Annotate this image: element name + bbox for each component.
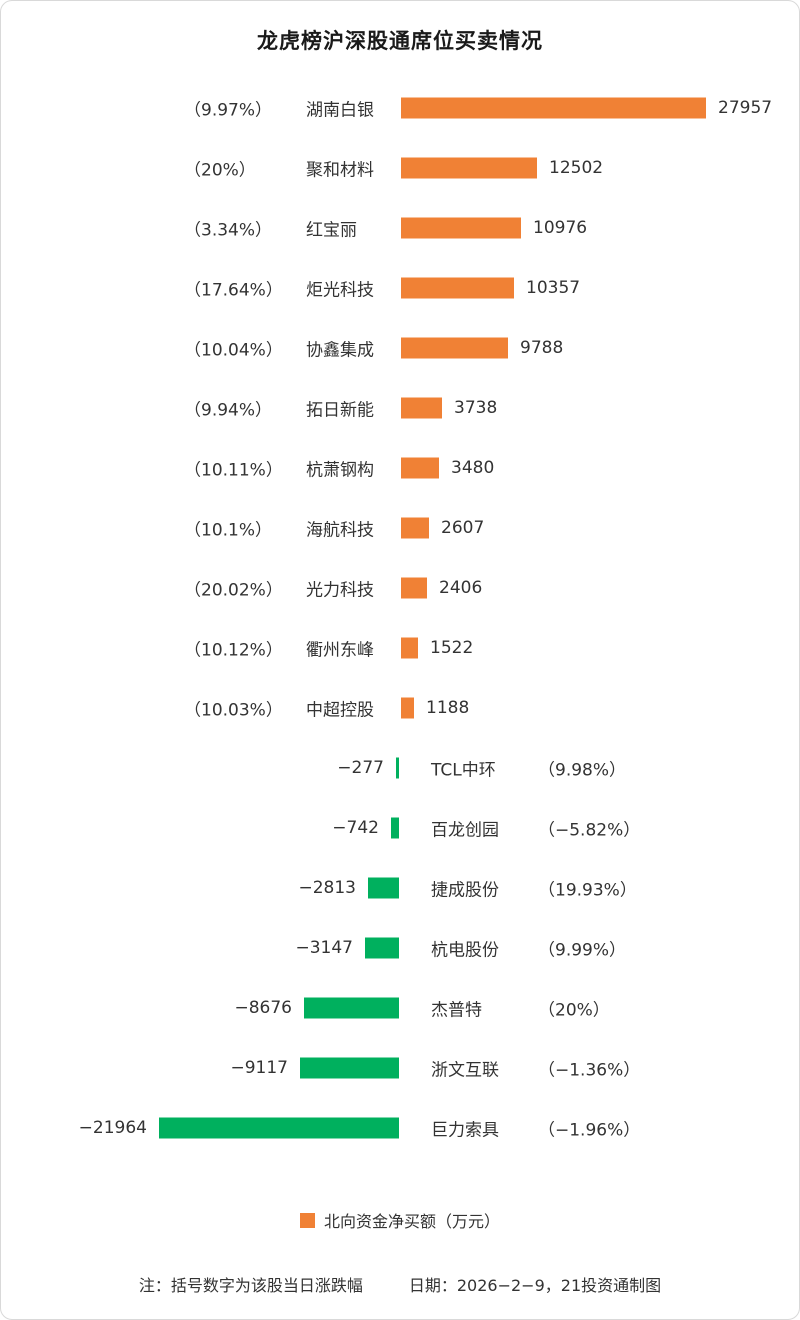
pct-change-label: （10.03%） — [184, 700, 283, 721]
value-label: 10357 — [526, 278, 581, 299]
value-label: 3480 — [451, 458, 495, 479]
pct-change-label: （10.1%） — [184, 520, 273, 541]
bar-row-positive: （10.12%） 衢州东峰 1522 — [1, 618, 799, 678]
positive-bar — [401, 577, 427, 599]
stock-name-label: 衢州东峰 — [306, 640, 374, 661]
value-label: −9117 — [230, 1058, 288, 1079]
pct-change-label: （−1.96%） — [538, 1120, 641, 1141]
bar-row-positive: （17.64%） 炬光科技 10357 — [1, 258, 799, 318]
value-label: 27957 — [718, 98, 773, 119]
bar-row-negative: −277 TCL中环 （9.98%） — [1, 738, 799, 798]
bar-row-positive: （10.04%） 协鑫集成 9788 — [1, 318, 799, 378]
bar-row-negative: −3147 杭电股份 （9.99%） — [1, 918, 799, 978]
value-label: −2813 — [298, 878, 356, 899]
pct-change-label: （9.99%） — [538, 940, 627, 961]
bar-row-negative: −8676 杰普特 （20%） — [1, 978, 799, 1038]
value-label: 10976 — [533, 218, 588, 239]
positive-bar — [401, 397, 442, 419]
negative-bar — [391, 817, 399, 839]
value-label: 3738 — [454, 398, 498, 419]
pct-change-label: （19.93%） — [538, 880, 637, 901]
positive-bar — [401, 697, 414, 719]
stock-name-label: 巨力索具 — [431, 1120, 499, 1141]
bar-row-positive: （9.94%） 拓日新能 3738 — [1, 378, 799, 438]
pct-change-label: （−1.36%） — [538, 1060, 641, 1081]
value-label: −21964 — [78, 1118, 147, 1139]
negative-bar — [365, 937, 399, 959]
pct-change-label: （9.94%） — [184, 400, 273, 421]
stock-name-label: 湖南白银 — [306, 100, 374, 121]
bar-row-positive: （10.1%） 海航科技 2607 — [1, 498, 799, 558]
legend-label: 北向资金净买额（万元） — [323, 1212, 500, 1232]
stock-name-label: TCL中环 — [431, 760, 496, 781]
stock-name-label: 浙文互联 — [431, 1060, 499, 1081]
pct-change-label: （10.11%） — [184, 460, 283, 481]
stock-name-label: 协鑫集成 — [306, 340, 374, 361]
bar-row-positive: （20.02%） 光力科技 2406 — [1, 558, 799, 618]
value-label: −742 — [332, 818, 379, 839]
bar-chart: （9.97%） 湖南白银 27957 （20%） 聚和材料 12502 （3.3… — [1, 78, 799, 1158]
value-label: −277 — [337, 758, 384, 779]
bar-row-negative: −21964 巨力索具 （−1.96%） — [1, 1098, 799, 1158]
pct-change-label: （3.34%） — [184, 220, 273, 241]
pct-change-label: （20%） — [184, 160, 256, 181]
footnote: 注：括号数字为该股当日涨跌幅 日期：2026−2−9，21投资通制图 — [1, 1272, 799, 1296]
positive-bar — [401, 217, 521, 239]
bar-row-negative: −9117 浙文互联 （−1.36%） — [1, 1038, 799, 1098]
positive-bar — [401, 457, 439, 479]
bar-row-negative: −2813 捷成股份 （19.93%） — [1, 858, 799, 918]
pct-change-label: （9.98%） — [538, 760, 627, 781]
stock-name-label: 中超控股 — [306, 700, 374, 721]
value-label: 1522 — [430, 638, 474, 659]
footnote-text: 注：括号数字为该股当日涨跌幅 — [138, 1276, 363, 1296]
stock-name-label: 海航科技 — [306, 520, 374, 541]
positive-bar — [401, 517, 429, 539]
pct-change-label: （10.12%） — [184, 640, 283, 661]
stock-name-label: 杰普特 — [431, 1000, 482, 1021]
footnote-date: 日期：2026−2−9，21投资通制图 — [408, 1276, 662, 1296]
negative-bar — [368, 877, 399, 899]
positive-bar — [401, 337, 508, 359]
value-label: 2607 — [441, 518, 485, 539]
bar-row-positive: （10.03%） 中超控股 1188 — [1, 678, 799, 738]
pct-change-label: （−5.82%） — [538, 820, 641, 841]
positive-bar — [401, 97, 706, 119]
positive-bar — [401, 637, 418, 659]
stock-name-label: 百龙创园 — [431, 820, 499, 841]
stock-name-label: 红宝丽 — [306, 220, 357, 241]
positive-bar — [401, 277, 514, 299]
pct-change-label: （17.64%） — [184, 280, 283, 301]
bar-row-positive: （3.34%） 红宝丽 10976 — [1, 198, 799, 258]
stock-name-label: 杭萧钢构 — [306, 460, 374, 481]
stock-name-label: 杭电股份 — [431, 940, 499, 961]
pct-change-label: （10.04%） — [184, 340, 283, 361]
pct-change-label: （20.02%） — [184, 580, 283, 601]
value-label: −8676 — [234, 998, 292, 1019]
stock-name-label: 炬光科技 — [306, 280, 374, 301]
negative-bar — [300, 1057, 399, 1079]
value-label: 9788 — [520, 338, 564, 359]
bar-row-negative: −742 百龙创园 （−5.82%） — [1, 798, 799, 858]
negative-bar — [396, 757, 399, 779]
legend-swatch-icon — [299, 1212, 315, 1228]
value-label: 2406 — [439, 578, 483, 599]
legend: 北向资金净买额（万元） — [1, 1208, 799, 1232]
pct-change-label: （9.97%） — [184, 100, 273, 121]
bar-row-positive: （9.97%） 湖南白银 27957 — [1, 78, 799, 138]
chart-title: 龙虎榜沪深股通席位买卖情况 — [257, 29, 543, 53]
value-label: 1188 — [426, 698, 470, 719]
negative-bar — [159, 1117, 399, 1139]
negative-bar — [304, 997, 399, 1019]
stock-name-label: 聚和材料 — [306, 160, 374, 181]
stock-name-label: 捷成股份 — [431, 880, 499, 901]
stock-name-label: 光力科技 — [306, 580, 374, 601]
bar-row-positive: （20%） 聚和材料 12502 — [1, 138, 799, 198]
value-label: −3147 — [295, 938, 353, 959]
stock-name-label: 拓日新能 — [306, 400, 374, 421]
positive-bar — [401, 157, 537, 179]
pct-change-label: （20%） — [538, 1000, 610, 1021]
value-label: 12502 — [549, 158, 604, 179]
bar-row-positive: （10.11%） 杭萧钢构 3480 — [1, 438, 799, 498]
